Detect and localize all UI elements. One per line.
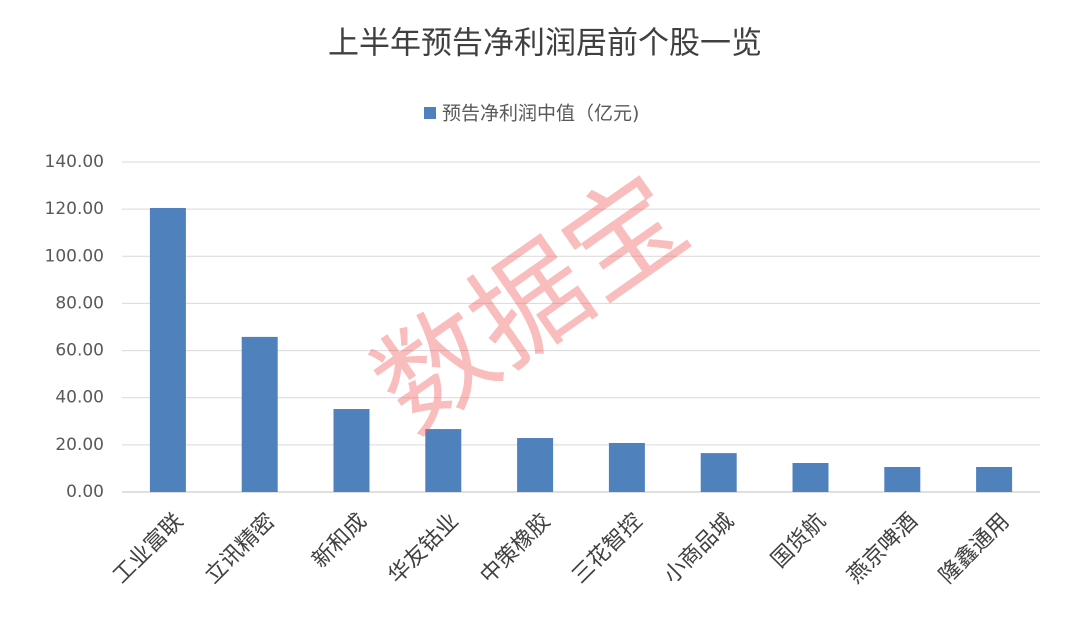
bar [241, 336, 278, 492]
bar [149, 207, 186, 492]
legend-label: 预告净利润中值（亿元) [442, 103, 639, 125]
legend-swatch [424, 107, 436, 119]
x-tick-label: 华友钴业 [384, 509, 464, 589]
chart-title: 上半年预告净利润居前个股一览 [328, 26, 762, 62]
bar [517, 438, 554, 492]
x-tick-label: 工业富联 [108, 509, 188, 589]
y-tick-label: 40.00 [55, 388, 104, 408]
bar [608, 442, 645, 492]
bar [792, 463, 829, 492]
bar [425, 429, 462, 492]
watermark: 数据宝 [351, 150, 710, 458]
bar [333, 409, 370, 492]
x-tick-label: 中策橡胶 [476, 509, 556, 589]
y-tick-label: 140.00 [45, 152, 104, 172]
y-tick-label: 60.00 [55, 341, 104, 361]
x-tick-label: 燕京啤酒 [843, 509, 923, 589]
y-tick-label: 80.00 [55, 293, 104, 313]
x-tick-label: 隆鑫通用 [935, 509, 1015, 589]
x-tick-label: 三花智控 [567, 509, 647, 589]
x-tick-label: 新和成 [308, 509, 372, 573]
y-tick-label: 20.00 [55, 435, 104, 455]
y-tick-label: 120.00 [45, 199, 104, 219]
bar [700, 453, 737, 492]
x-tick-label: 国货航 [767, 509, 831, 573]
y-tick-label: 0.00 [66, 482, 104, 502]
x-tick-label: 小商品城 [659, 509, 739, 589]
bar [976, 467, 1013, 492]
x-tick-label: 立讯精密 [200, 509, 280, 589]
y-tick-label: 100.00 [45, 246, 104, 266]
bar [884, 467, 921, 492]
